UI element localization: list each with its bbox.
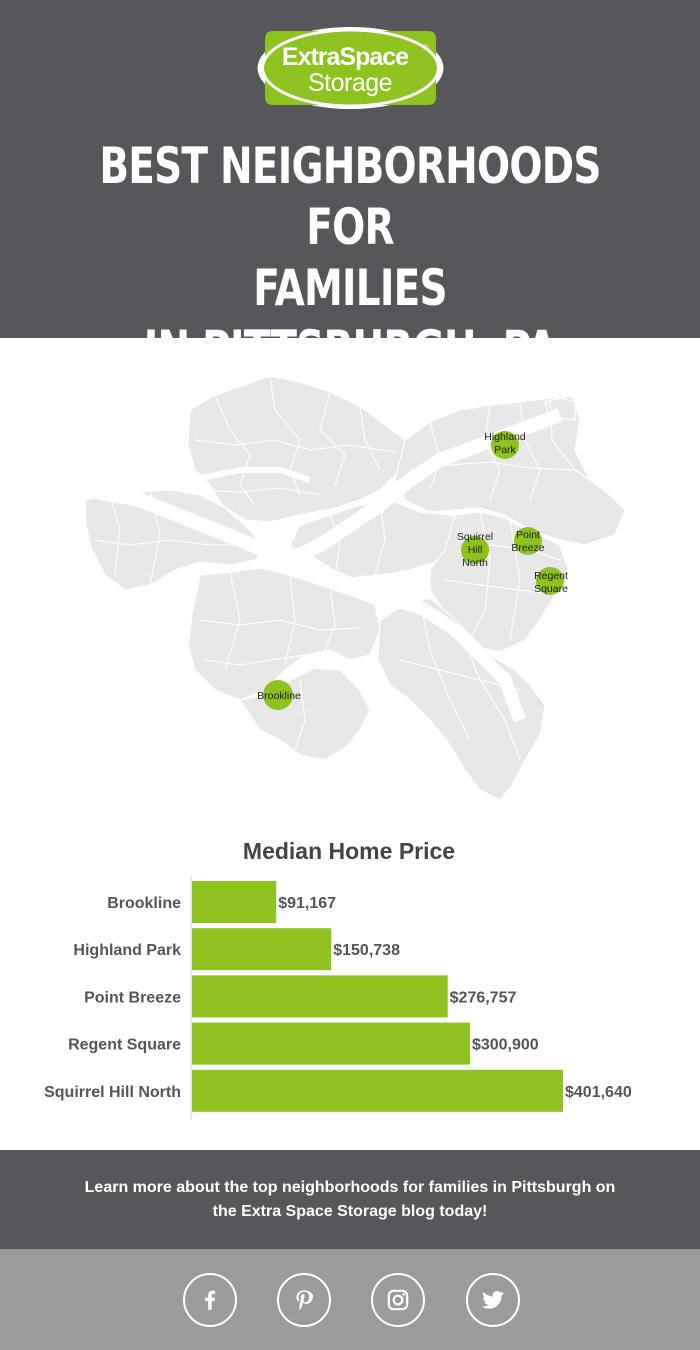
bar-regent-square <box>192 1022 470 1065</box>
logo-text-storage: Storage <box>308 69 392 97</box>
title-line-1: BEST NEIGHBORHOODS FOR <box>99 137 601 256</box>
svg-text:Breeze: Breeze <box>511 542 544 554</box>
category-label-squirrel-hill-north: Squirrel Hill North <box>44 1084 181 1101</box>
pittsburgh-neighborhood-map: Highland Park Squirrel Hill North Point … <box>83 375 626 801</box>
marker-regent-square[interactable]: Regent Square <box>534 567 568 595</box>
value-label-highland-park: $150,738 <box>333 942 400 959</box>
category-label-point-breeze: Point Breeze <box>84 989 181 1006</box>
svg-text:Squirrel: Squirrel <box>457 531 493 543</box>
logo-registered-mark: ® <box>423 43 429 52</box>
bar-highland-park <box>192 928 332 971</box>
header-banner: ExtraSpace Storage ® BEST NEIGHBORHOODS … <box>0 0 700 378</box>
pinterest-icon <box>296 1290 314 1311</box>
chart-title: Median Home Price <box>243 838 455 864</box>
cta-text[interactable]: Learn more about the top neighborhoods f… <box>84 1178 616 1220</box>
value-label-point-breeze: $276,757 <box>450 989 517 1006</box>
svg-text:Square: Square <box>534 583 568 595</box>
map-rivers <box>83 408 563 723</box>
marker-squirrel-hill-north[interactable]: Squirrel Hill North <box>457 531 493 569</box>
marker-highland-park[interactable]: Highland Park <box>484 431 526 459</box>
svg-text:North: North <box>462 557 488 569</box>
category-label-highland-park: Highland Park <box>73 942 181 959</box>
value-label-regent-square: $300,900 <box>472 1037 539 1054</box>
pinterest-button[interactable] <box>277 1273 331 1327</box>
value-label-brookline: $91,167 <box>278 895 336 912</box>
marker-point-breeze[interactable]: Point Breeze <box>511 527 545 555</box>
social-footer <box>0 1249 700 1350</box>
svg-text:Park: Park <box>494 444 516 456</box>
facebook-icon <box>205 1290 216 1310</box>
svg-text:Hill: Hill <box>468 544 483 556</box>
category-label-regent-square: Regent Square <box>68 1037 181 1054</box>
extra-space-storage-logo[interactable]: ExtraSpace Storage ® <box>255 25 446 111</box>
chart-bars: Brookline $91,167 Highland Park $150,738 Poi… <box>44 881 632 1112</box>
median-home-price-chart: Median Home Price Brookline $91,167 Highla… <box>44 838 632 1120</box>
twitter-icon <box>482 1291 504 1309</box>
logo-text-extraspace: ExtraSpace <box>282 43 409 71</box>
svg-text:Brookline: Brookline <box>257 690 301 702</box>
title-line-2: FAMILIES <box>253 259 447 317</box>
svg-text:Highland: Highland <box>484 431 526 443</box>
map-markers: Highland Park Squirrel Hill North Point … <box>257 431 568 710</box>
marker-brookline[interactable]: Brookline <box>257 680 301 710</box>
bar-squirrel-hill-north <box>192 1069 563 1112</box>
instagram-button[interactable] <box>371 1273 425 1327</box>
twitter-button[interactable] <box>466 1273 520 1327</box>
svg-text:Point: Point <box>516 529 540 541</box>
title-line-3: IN PITTSBURGH, PA <box>143 320 557 378</box>
category-label-brookline: Brookline <box>107 895 181 912</box>
svg-text:Regent: Regent <box>534 570 568 582</box>
cta-banner: Learn more about the top neighborhoods f… <box>0 1150 700 1249</box>
bar-point-breeze <box>192 975 448 1018</box>
bar-brookline <box>192 881 277 923</box>
value-label-squirrel-hill-north: $401,640 <box>565 1084 632 1101</box>
facebook-button[interactable] <box>183 1273 237 1327</box>
instagram-icon <box>387 1289 409 1311</box>
page-title: BEST NEIGHBORHOODS FOR FAMILIES IN PITTS… <box>77 136 623 380</box>
